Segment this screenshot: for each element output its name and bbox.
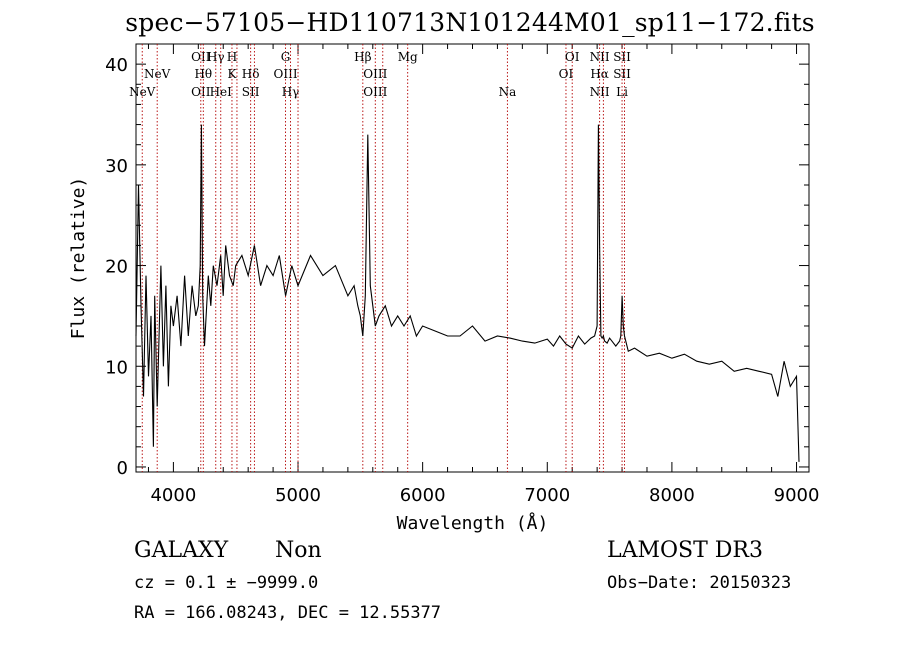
line-marker-label: Hθ bbox=[194, 67, 212, 81]
line-marker-label: G bbox=[281, 50, 291, 64]
line-marker-label: NeV bbox=[129, 85, 156, 99]
line-marker-label: OIII bbox=[274, 67, 298, 81]
line-marker-label: SII bbox=[613, 50, 631, 64]
line-marker-label: Li bbox=[616, 85, 628, 99]
line-marker-label: H bbox=[227, 50, 237, 64]
y-tick-label: 0 bbox=[117, 458, 128, 479]
line-marker-label: OIII bbox=[363, 67, 387, 81]
x-tick-label: 6000 bbox=[400, 485, 446, 506]
redshift-text: cz = 0.1 ± −9999.0 bbox=[134, 573, 319, 593]
line-marker-label: NeV bbox=[144, 67, 171, 81]
line-marker-label: OII bbox=[191, 50, 211, 64]
x-tick-label: 8000 bbox=[649, 485, 695, 506]
x-axis-label: Wavelength (Å) bbox=[397, 512, 549, 534]
survey-label: LAMOST DR3 bbox=[607, 538, 763, 563]
line-marker-label: OI bbox=[559, 67, 574, 81]
line-marker-label: Hγ bbox=[282, 85, 300, 99]
coordinates-text: RA = 166.08243, DEC = 12.55377 bbox=[134, 603, 442, 623]
line-marker-label: NII bbox=[590, 50, 610, 64]
line-marker-label: Hα bbox=[590, 67, 609, 81]
line-marker-label: Mg bbox=[398, 50, 418, 64]
line-marker-label: Hγ bbox=[207, 50, 225, 64]
line-marker-label: Hβ bbox=[354, 50, 371, 64]
y-tick-label: 20 bbox=[105, 257, 128, 278]
y-tick-label: 10 bbox=[105, 357, 128, 378]
y-axis-label: Flux (relative) bbox=[68, 177, 89, 340]
line-marker-label: K bbox=[227, 67, 237, 81]
spectrum-line bbox=[135, 124, 800, 462]
x-tick-label: 5000 bbox=[275, 485, 321, 506]
line-marker-label: Hδ bbox=[242, 67, 260, 81]
x-tick-label: 9000 bbox=[774, 485, 820, 506]
chart-title: spec−57105−HD110713N101244M01_sp11−172.f… bbox=[125, 8, 815, 37]
line-marker-label: SII bbox=[613, 67, 631, 81]
line-marker-label: NII bbox=[590, 85, 610, 99]
line-marker-label: OII bbox=[191, 85, 211, 99]
line-marker-label: SII bbox=[242, 85, 260, 99]
subclass-label: Non bbox=[275, 538, 322, 563]
line-marker-label: OIII bbox=[363, 85, 387, 99]
line-marker-label: HeI bbox=[210, 85, 233, 99]
obs-date-text: Obs−Date: 20150323 bbox=[607, 573, 792, 593]
classification-label: GALAXY bbox=[134, 538, 229, 563]
x-tick-label: 4000 bbox=[150, 485, 196, 506]
y-tick-label: 40 bbox=[105, 55, 128, 76]
line-marker-label: Na bbox=[499, 85, 517, 99]
x-tick-label: 7000 bbox=[524, 485, 570, 506]
line-marker-label: OI bbox=[565, 50, 580, 64]
y-tick-label: 30 bbox=[105, 156, 128, 177]
